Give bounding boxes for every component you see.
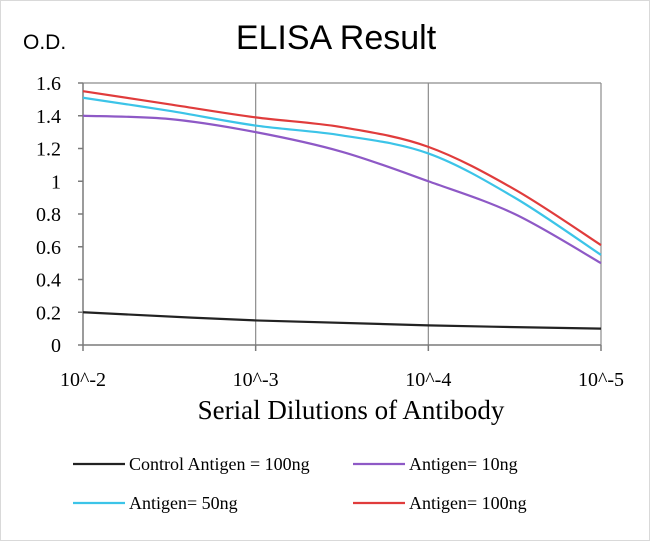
series-line: [82, 96, 602, 256]
y-tick-label: 1.2: [36, 139, 61, 161]
series-line: [82, 114, 602, 265]
legend-label: Antigen= 50ng: [129, 493, 238, 513]
x-tick-label: 10^-3: [233, 369, 279, 391]
legend-label: Antigen= 10ng: [409, 454, 518, 474]
series-line: [82, 90, 602, 247]
y-tick-label: 0.8: [36, 204, 61, 226]
axes: [78, 82, 602, 351]
series-lines: [82, 90, 602, 330]
y-tick-labels: 0 0.2 0.4 0.6 0.8 1 1.2 1.4 1.6: [36, 73, 61, 357]
y-tick-label: 0.4: [36, 270, 61, 292]
x-axis-label: Serial Dilutions of Antibody: [198, 395, 505, 425]
legend-label: Antigen= 100ng: [409, 493, 527, 513]
chart-title: ELISA Result: [236, 19, 437, 57]
y-tick-label: 1.6: [36, 73, 61, 95]
y-tick-label: 0.2: [36, 302, 61, 324]
x-tick-label: 10^-2: [60, 369, 106, 391]
x-tick-label: 10^-4: [405, 369, 451, 391]
y-axis-label: O.D.: [23, 31, 66, 54]
legend: Control Antigen = 100ng Antigen= 10ng Anti…: [73, 454, 527, 513]
y-tick-label: 0: [51, 335, 61, 357]
y-tick-label: 0.6: [36, 237, 61, 259]
series-line: [82, 311, 602, 330]
legend-label: Control Antigen = 100ng: [129, 454, 310, 474]
x-tick-labels: 10^-2 10^-3 10^-4 10^-5: [60, 369, 624, 391]
y-tick-label: 1: [51, 171, 61, 193]
x-tick-label: 10^-5: [578, 369, 624, 391]
gridlines: [83, 82, 602, 345]
y-tick-label: 1.4: [36, 106, 61, 128]
